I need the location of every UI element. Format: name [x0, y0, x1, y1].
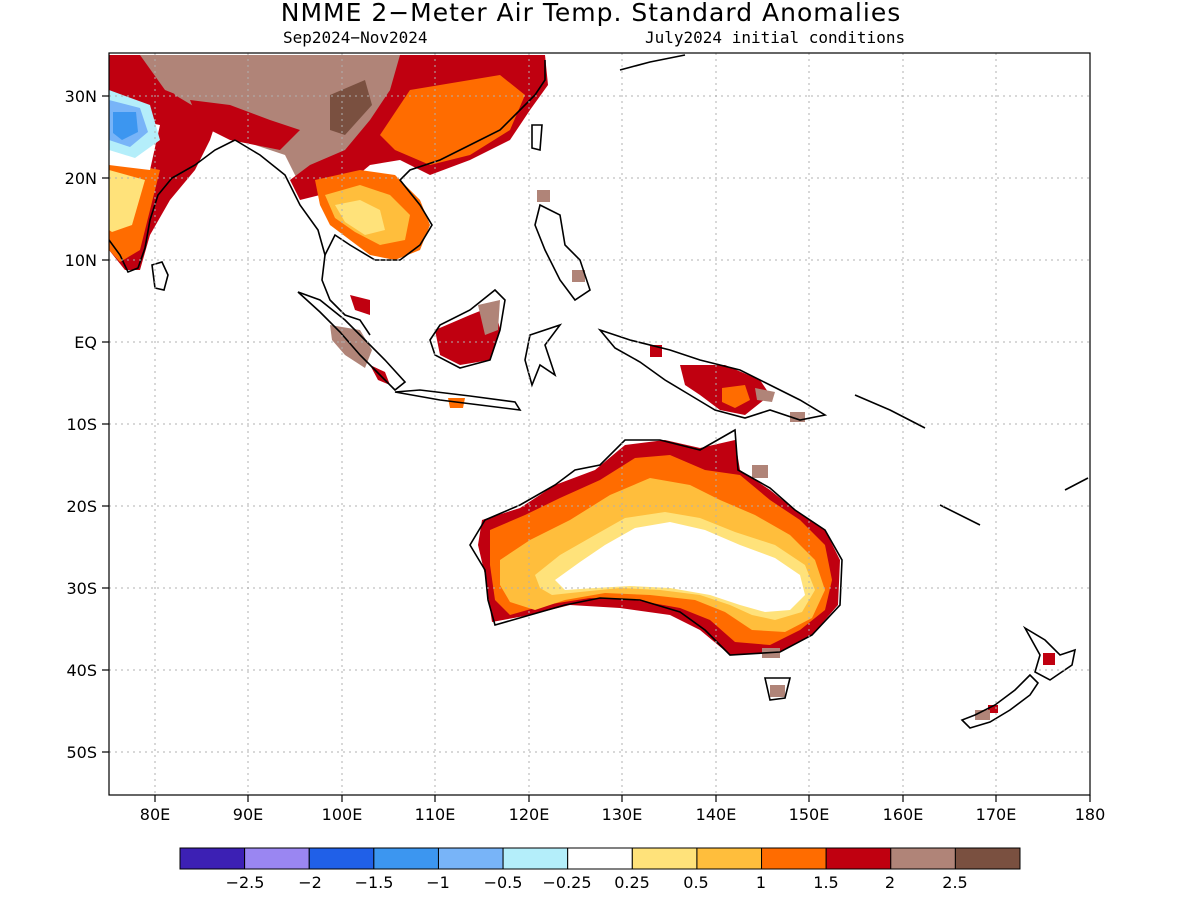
lon-tick-label: 110E — [415, 805, 456, 824]
colorbar-swatch — [954, 847, 1021, 870]
lat-tick-labels: 30N 20N 10N EQ 10S 20S 30S 40S 50S — [65, 87, 97, 762]
colorbar-swatch — [308, 847, 375, 870]
lon-tick-labels: 80E 90E 100E 110E 120E 130E 140E 150E 16… — [140, 805, 1106, 824]
lon-tick-label: 170E — [976, 805, 1017, 824]
lon-tick-label: 130E — [602, 805, 643, 824]
colorbar-swatch — [437, 847, 504, 870]
sumatra-coastline — [297, 291, 407, 392]
lon-tick-label: 140E — [696, 805, 737, 824]
lat-tick-label: 30S — [66, 579, 97, 598]
asia-coastline — [234, 60, 546, 261]
india-coastline — [109, 139, 236, 274]
colorbar-swatch — [244, 847, 310, 870]
lon-tick-label: 120E — [509, 805, 550, 824]
initial-conditions: July2024 initial conditions — [645, 28, 906, 47]
colorbar-labels: −2.5 −2 −1.5 −1 −0.5 −0.25 0.25 0.5 1 1.… — [226, 873, 968, 892]
gridlines — [109, 53, 1090, 795]
sulawesi-coastline — [524, 323, 563, 388]
australia-coastline — [469, 428, 843, 656]
coastlines — [109, 54, 1089, 729]
colorbar-label: 0.25 — [614, 873, 650, 892]
china-anomaly-field — [150, 55, 548, 200]
colorbar-swatch — [631, 847, 698, 870]
lat-tick-label: 20S — [66, 497, 97, 516]
colorbar-label: 2.5 — [942, 873, 967, 892]
lat-tick-label: 10S — [66, 415, 97, 434]
tick-marks — [102, 95, 1091, 802]
lon-tick-label: 160E — [883, 805, 924, 824]
lon-tick-label: 90E — [233, 805, 263, 824]
sri-lanka-coastline — [151, 261, 169, 291]
colorbar-label: 2 — [885, 873, 895, 892]
colorbar-swatch — [696, 847, 763, 870]
colorbar-label: −2.5 — [226, 873, 265, 892]
australia-anomaly-field — [478, 440, 840, 697]
lat-tick-label: 10N — [65, 251, 97, 270]
colorbar-label: −1 — [426, 873, 450, 892]
colorbar — [179, 847, 1021, 870]
lat-tick-label: 20N — [65, 169, 97, 188]
colorbar-label: 1.5 — [813, 873, 838, 892]
philippines-coastline — [534, 203, 591, 302]
new-zealand-north-coastline — [1022, 625, 1077, 681]
colorbar-swatch — [179, 847, 246, 870]
indochina-anomaly-field — [315, 170, 430, 260]
lat-tick-label: 30N — [65, 87, 97, 106]
forecast-period: Sep2024−Nov2024 — [283, 28, 428, 47]
colorbar-swatch — [373, 847, 439, 870]
lat-tick-label: 50S — [66, 743, 97, 762]
java-coastline — [394, 389, 522, 412]
colorbar-label: 1 — [756, 873, 766, 892]
colorbar-label: −2 — [298, 873, 322, 892]
taiwan-coastline — [531, 124, 543, 152]
new-zealand-south-coastline — [960, 673, 1040, 729]
colorbar-label: −0.5 — [484, 873, 523, 892]
map-plot-area — [109, 54, 1089, 729]
new-zealand-anomaly-field — [975, 653, 1055, 720]
borneo-coastline — [429, 288, 506, 369]
lat-tick-label: EQ — [74, 333, 97, 352]
new-guinea-anomaly-field — [680, 365, 805, 422]
colorbar-swatch — [825, 847, 892, 870]
map-frame — [108, 52, 1091, 796]
lon-tick-label: 80E — [140, 805, 170, 824]
lon-tick-label: 180 — [1075, 805, 1106, 824]
colorbar-swatch — [890, 847, 956, 870]
japan-coastline — [619, 54, 686, 71]
colorbar-label: 0.5 — [683, 873, 708, 892]
pacific-islands-coastline — [854, 394, 1089, 526]
colorbar-label: −0.25 — [542, 873, 591, 892]
malay-peninsula-coastline — [321, 254, 371, 336]
lon-tick-label: 100E — [322, 805, 363, 824]
colorbar-label: −1.5 — [355, 873, 394, 892]
colorbar-swatch — [761, 847, 827, 870]
lon-tick-label: 150E — [789, 805, 830, 824]
colorbar-swatch — [567, 847, 633, 870]
colorbar-swatch — [502, 847, 569, 870]
tasmania-coastline — [763, 677, 792, 701]
new-guinea-coastline — [597, 328, 828, 421]
map-title: NMME 2−Meter Air Temp. Standard Anomalie… — [280, 0, 902, 27]
lat-tick-label: 40S — [66, 661, 97, 680]
